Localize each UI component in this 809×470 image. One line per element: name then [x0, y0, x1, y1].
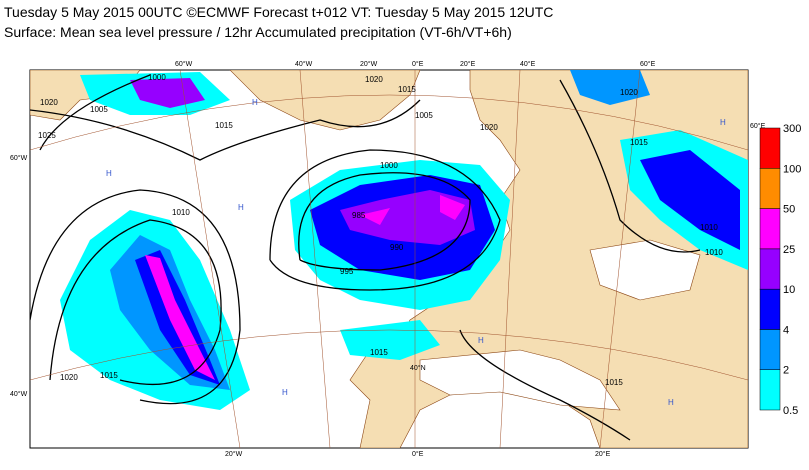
isobar: [49, 219, 222, 386]
isobar-label: 1020: [480, 123, 498, 132]
graticule: [30, 329, 748, 381]
precipitation: [360, 195, 465, 225]
grid-label: 20°E: [595, 450, 611, 458]
precipitation: [130, 78, 205, 108]
isobar-label: 985: [352, 211, 366, 220]
land: [229, 70, 421, 131]
isobar: [559, 79, 701, 253]
grid-label: 20°E: [460, 60, 476, 68]
precipitation: [570, 70, 650, 105]
colorbar-label: 25: [783, 244, 795, 256]
colorbar-label: 2: [783, 365, 789, 377]
precipitation: [640, 150, 740, 250]
pressure-centre: H: [720, 118, 726, 127]
grid-label: 60°W: [175, 60, 193, 68]
grid-label: 60°E: [750, 122, 766, 130]
colorbar-label: 100: [783, 163, 801, 175]
isobar: [269, 149, 501, 291]
isobar-label: 1015: [630, 138, 648, 147]
colorbar-segment: [759, 248, 781, 290]
colorbar-segment: [759, 369, 781, 411]
title-line-1: Tuesday 5 May 2015 00UTC ©ECMWF Forecast…: [4, 4, 553, 20]
graticule: [179, 70, 641, 448]
isobar-label: 1005: [90, 105, 108, 114]
isobar-label: 1010: [705, 248, 723, 257]
isobar: [30, 189, 241, 405]
isobar-label: 1000: [148, 73, 166, 82]
graticule: [30, 94, 748, 151]
title-line-2: Surface: Mean sea level pressure / 12hr …: [4, 24, 512, 40]
grid-label: 20°W: [360, 60, 378, 68]
colorbar-label: 10: [783, 284, 795, 296]
colorbar-label: 4: [783, 324, 789, 336]
grid-label: 40°N: [410, 364, 426, 372]
isobar-label: 1015: [100, 371, 118, 380]
grid-label: 0°E: [412, 60, 424, 68]
isobar: [298, 172, 471, 271]
pressure-centre: H: [252, 98, 258, 107]
isobar-label: 1015: [605, 378, 623, 387]
isobar-label: 1015: [370, 348, 388, 357]
colorbar-label: 50: [783, 204, 795, 216]
isobar-label: 1015: [398, 85, 416, 94]
colorbar-label: 300: [783, 123, 801, 135]
isobar-label: 1005: [415, 111, 433, 120]
map: 60°W 40°W 20°W 0°E 20°E 40°E 60°E 60°W 40°W 20°W 0…: [10, 60, 766, 458]
grid-label: 20°W: [225, 450, 243, 458]
colorbar-segment: [759, 127, 781, 169]
isobar-label: 1010: [700, 223, 718, 232]
isobar-label: 1000: [380, 161, 398, 170]
isobar-label: 990: [390, 243, 404, 252]
colorbar-segment: [759, 208, 781, 250]
isobar-label: 1015: [215, 121, 233, 130]
isobar: [459, 329, 631, 441]
colorbar-segment: [759, 168, 781, 209]
pressure-centre: H: [668, 398, 674, 407]
colorbar: 0.5 2 4 10 25 50 100 300: [759, 123, 801, 417]
colorbar-segment: [759, 288, 781, 330]
pressure-centre: H: [478, 336, 484, 345]
colorbar-label: 0.5: [783, 405, 798, 417]
isobar-label: 1025: [38, 131, 56, 140]
grid-label: 40°E: [520, 60, 536, 68]
pressure-centre: H: [282, 388, 288, 397]
isobar-label: 1010: [172, 208, 190, 217]
grid-label: 0°E: [412, 450, 424, 458]
isobar-label: 995: [340, 267, 354, 276]
precipitation: [145, 255, 215, 380]
grid-label: 60°E: [640, 60, 656, 68]
isobar-label: 1020: [365, 75, 383, 84]
grid-label: 40°W: [10, 390, 28, 398]
grid-label: 60°W: [10, 154, 28, 162]
pressure-centre: H: [106, 169, 112, 178]
isobar-label: 1020: [40, 98, 58, 107]
isobar-label: 1020: [620, 88, 638, 97]
isobar-label: 1020: [60, 373, 78, 382]
pressure-centre: H: [238, 203, 244, 212]
grid-label: 40°W: [295, 60, 313, 68]
isobar: [30, 74, 421, 161]
colorbar-segment: [759, 329, 781, 370]
